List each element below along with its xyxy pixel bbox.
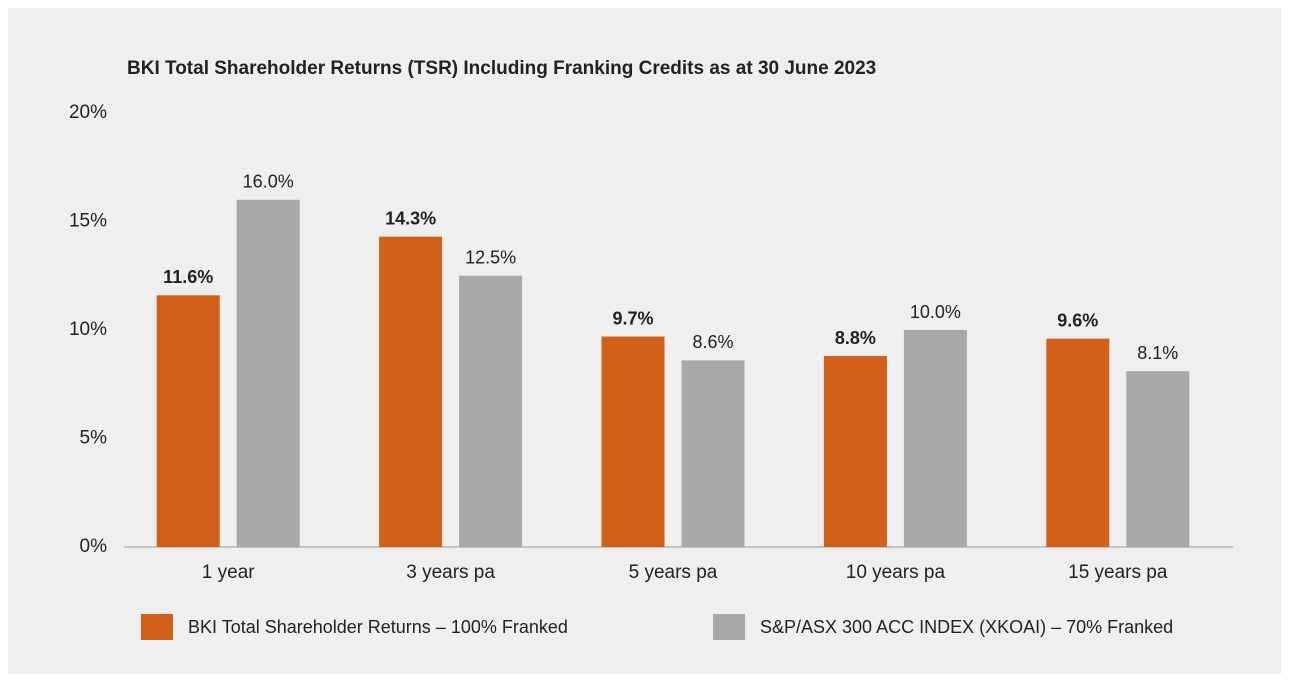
value-label: 14.3% (385, 208, 436, 228)
value-label: 9.7% (612, 308, 653, 328)
bar (156, 295, 220, 547)
y-tick-label: 0% (80, 536, 108, 557)
bar (823, 356, 887, 547)
y-tick-label: 20% (69, 102, 107, 123)
y-tick-label: 15% (69, 211, 107, 232)
legend-swatch (713, 614, 745, 640)
value-label: 16.0% (243, 172, 294, 192)
value-label: 8.1% (1137, 343, 1178, 363)
y-tick-label: 5% (80, 428, 108, 449)
value-label: 11.6% (163, 267, 213, 287)
legend-label: BKI Total Shareholder Returns – 100% Fra… (188, 617, 568, 637)
y-tick-label: 10% (69, 319, 107, 340)
bar (601, 336, 665, 547)
x-tick-label: 10 years pa (846, 562, 946, 583)
legend-label: S&P/ASX 300 ACC INDEX (XKOAI) – 70% Fran… (760, 617, 1173, 637)
bar (1046, 338, 1110, 547)
x-tick-label: 1 year (202, 562, 255, 583)
legend-swatch (141, 614, 173, 640)
x-tick-label: 3 years pa (406, 562, 495, 583)
value-label: 8.8% (835, 328, 876, 348)
bar (236, 199, 300, 548)
value-label: 8.6% (692, 332, 733, 352)
chart-title: BKI Total Shareholder Returns (TSR) Incl… (127, 58, 876, 79)
x-tick-label: 5 years pa (629, 562, 718, 583)
value-label: 10.0% (910, 302, 961, 322)
bar (379, 236, 443, 547)
bar (903, 330, 967, 547)
value-label: 9.6% (1057, 310, 1098, 330)
bar (459, 275, 523, 547)
bar (681, 360, 745, 547)
x-tick-label: 15 years pa (1068, 562, 1168, 583)
bar (1126, 371, 1190, 547)
value-label: 12.5% (465, 248, 516, 268)
